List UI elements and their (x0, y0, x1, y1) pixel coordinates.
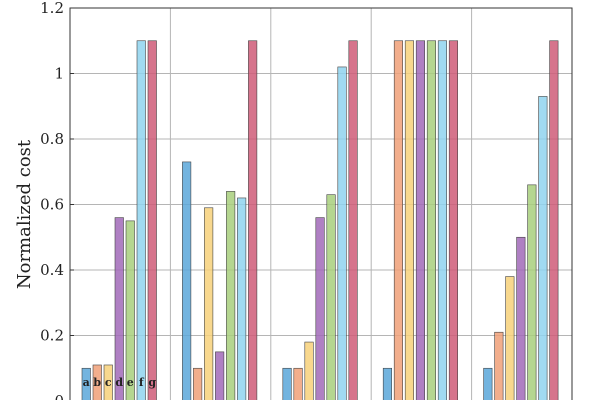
bar-group5-b (494, 331, 504, 400)
bar-group4-b (393, 40, 404, 400)
bar-group5-e (527, 184, 537, 400)
y-tick-label: 0.8 (40, 130, 64, 148)
bar-group2-e (226, 191, 236, 400)
bar-group3-d (315, 217, 325, 400)
bar-group3-a (282, 367, 292, 400)
bar-group3-b (293, 367, 303, 400)
y-tick-label: 0.2 (40, 327, 64, 345)
y-tick-label: 0.6 (40, 196, 64, 214)
bar-group2-c (204, 207, 214, 400)
bar-group2-a (182, 161, 192, 400)
bar-letter-g: g (148, 376, 156, 389)
bar-group5-f (538, 96, 548, 400)
bar-group4-g (448, 40, 459, 400)
y-tick-label: 0.4 (40, 261, 64, 279)
bar-group5-c (505, 276, 515, 400)
bar-letter-c: c (105, 376, 112, 389)
bar-group5-g (549, 40, 559, 400)
y-tick-labels: 0 0.2 0.4 0.6 0.8 1 1.2 (40, 0, 74, 400)
bar-group4-a (382, 367, 393, 400)
bar-group3-f (337, 66, 347, 400)
bar-group4-f (437, 40, 448, 400)
bar-group2-d (215, 351, 225, 400)
bar-group4-e (426, 40, 437, 400)
bar-group2-b (193, 367, 203, 400)
bar-group1-c (103, 364, 113, 400)
bar-group4-c (404, 40, 415, 400)
bar-group1-d (114, 217, 124, 400)
bar-group1-a (81, 367, 91, 400)
bar-group2-g (248, 40, 258, 400)
bar-group1-f (136, 40, 146, 400)
y-axis-label: Normalized cost (14, 139, 35, 289)
y-tick-label: 1.2 (40, 0, 64, 17)
bar-group3-e (326, 194, 336, 400)
plot-frame (69, 7, 573, 400)
bar-letter-e: e (127, 376, 134, 389)
bar-group5-d (516, 236, 526, 400)
bar-group1-g (147, 40, 157, 400)
bars (81, 40, 559, 400)
bar-letter-a: a (83, 376, 90, 389)
bar-group4-d (415, 40, 426, 400)
bar-group3-g (348, 40, 358, 400)
bar-group1-e (125, 220, 135, 400)
bar-group2-f (237, 197, 247, 400)
bar-letter-d: d (115, 376, 123, 389)
bar-group5-a (483, 367, 493, 400)
y-tick-label: 0 (54, 392, 64, 400)
bar-group1-b (92, 364, 102, 400)
bar-letter-b: b (93, 376, 101, 389)
bar-group3-c (304, 341, 314, 400)
y-tick-label: 1 (54, 65, 64, 83)
bar-letter-f: f (139, 376, 145, 389)
